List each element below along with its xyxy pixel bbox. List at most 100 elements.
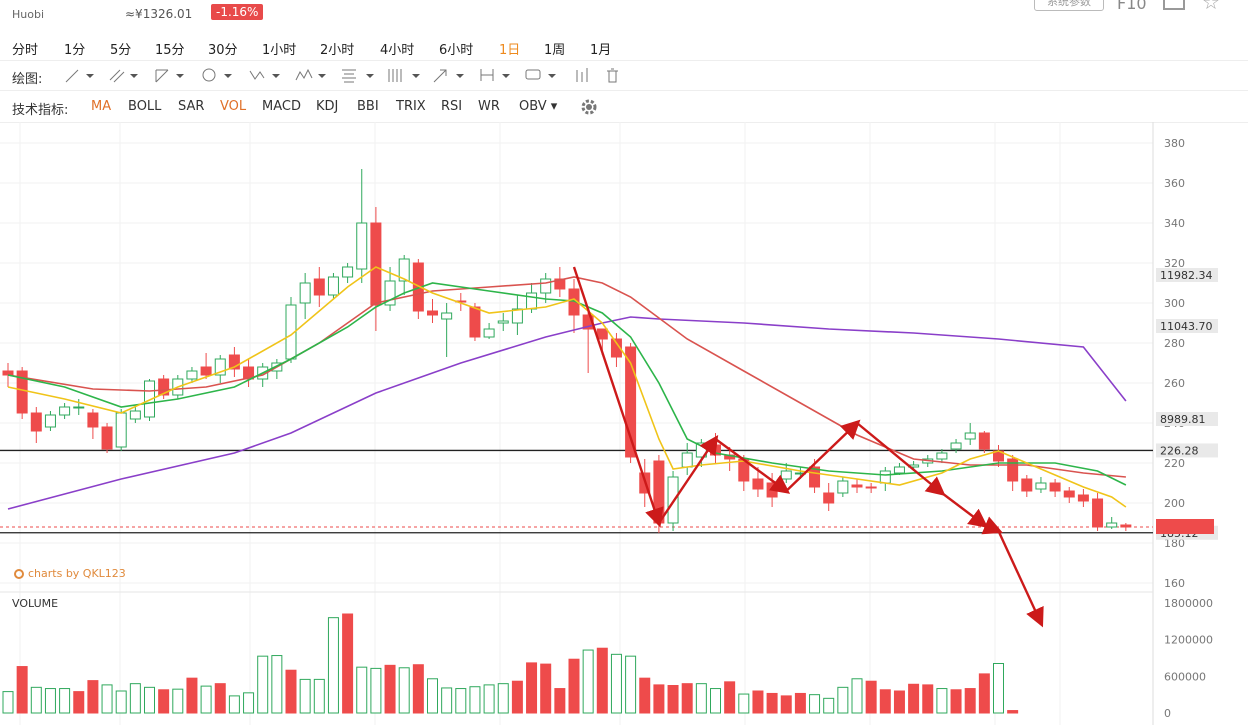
star-icon[interactable]: ☆ xyxy=(1202,0,1220,14)
annotation-arrow xyxy=(856,422,946,497)
annotation-arrow xyxy=(785,419,861,492)
indicator-tab[interactable]: MA xyxy=(91,99,112,114)
period-tab[interactable]: 30分 xyxy=(208,43,238,58)
volume-bar xyxy=(667,685,679,714)
y-tick-label: 300 xyxy=(1164,297,1185,310)
ma20-line xyxy=(7,276,1126,478)
pattern-tool-icon[interactable] xyxy=(294,66,328,84)
volume-bar xyxy=(73,691,85,714)
line-tool-icon[interactable] xyxy=(64,66,96,84)
gann-tool-icon[interactable] xyxy=(386,66,422,84)
y-tick-label: 280 xyxy=(1164,337,1185,350)
candle-body xyxy=(879,470,891,484)
volume-bar xyxy=(738,693,750,714)
volume-bar xyxy=(186,677,198,714)
price-tag-bg xyxy=(1156,319,1218,333)
period-tab[interactable]: 2小时 xyxy=(320,43,355,58)
fullscreen-icon[interactable] xyxy=(1163,0,1185,10)
candle-body xyxy=(342,266,354,278)
volume-bar xyxy=(511,680,523,714)
period-tab[interactable]: 6小时 xyxy=(439,43,474,58)
volume-bar xyxy=(950,689,962,714)
settings-button[interactable]: 系统参数 xyxy=(1034,0,1104,11)
period-tab[interactable]: 1分 xyxy=(64,43,86,58)
parallel-tool-icon[interactable] xyxy=(108,66,140,84)
candle-body xyxy=(16,370,28,414)
indicator-tab[interactable]: BBI xyxy=(357,99,379,114)
indicator-bar: 技术指标: MA BOLL SAR VOL MACD KDJ BBI TRIX RSI WR OBV… xyxy=(0,92,1248,123)
indicator-tab[interactable]: MACD xyxy=(262,99,301,114)
annotation-arrow xyxy=(657,435,719,524)
volume-bar xyxy=(695,683,707,714)
volume-bar xyxy=(427,678,438,714)
candle-body xyxy=(610,338,622,358)
candle-body xyxy=(1063,490,1075,498)
indicator-tab[interactable]: BOLL xyxy=(128,99,162,114)
channel-tool-icon[interactable] xyxy=(154,66,186,84)
price-tag-bg xyxy=(1156,443,1218,458)
candle-body xyxy=(752,478,764,490)
trash-icon[interactable] xyxy=(604,66,622,84)
circle-tool-icon[interactable] xyxy=(200,66,234,84)
volume-tick-label: 600000 xyxy=(1164,670,1206,683)
comment-tool-icon[interactable] xyxy=(524,66,560,84)
volume-bar xyxy=(582,649,594,714)
volume-bar xyxy=(327,617,339,714)
indicator-tab[interactable]: VOL xyxy=(220,99,247,114)
candle-body xyxy=(681,452,693,468)
gear-icon[interactable] xyxy=(580,98,598,116)
candle-body xyxy=(483,328,495,338)
candle-body xyxy=(158,378,170,396)
indicator-tab[interactable]: RSI xyxy=(441,99,463,114)
volume-bar xyxy=(893,690,905,714)
bars-tool-icon[interactable] xyxy=(574,66,592,84)
indicator-tab[interactable]: OBV ▾ xyxy=(519,99,558,114)
y-tick-label: 160 xyxy=(1164,577,1185,590)
candle-body xyxy=(540,278,552,294)
volume-bar xyxy=(441,687,453,714)
candle-body xyxy=(766,482,778,498)
volume-tick-label: 1800000 xyxy=(1164,597,1213,610)
volume-bar xyxy=(639,677,651,714)
period-tab[interactable]: 15分 xyxy=(155,43,185,58)
price-chart[interactable]: 3803603403203002802602402202001801601800… xyxy=(0,122,1248,725)
period-tab[interactable]: 1月 xyxy=(590,43,612,58)
indicator-tab[interactable]: SAR xyxy=(178,99,205,114)
candle-body xyxy=(865,486,877,489)
range-tool-icon[interactable] xyxy=(478,66,514,84)
indicator-tab[interactable]: KDJ xyxy=(316,99,339,114)
volume-bar xyxy=(129,683,141,714)
indicator-tab[interactable]: TRIX xyxy=(396,99,426,114)
period-tab[interactable]: 1周 xyxy=(544,43,566,58)
candle-body xyxy=(327,276,339,296)
volume-bar xyxy=(370,667,382,714)
volume-bar xyxy=(16,666,28,714)
zigzag-tool-icon[interactable] xyxy=(248,66,282,84)
volume-bar xyxy=(724,681,736,714)
volume-bar xyxy=(752,690,764,714)
volume-bar xyxy=(540,663,552,714)
period-tab[interactable]: 5分 xyxy=(110,43,132,58)
price-tag-bg xyxy=(1156,412,1218,426)
volume-bar xyxy=(1007,710,1019,714)
volume-bar xyxy=(115,690,127,714)
volume-bar xyxy=(653,684,665,714)
arrow-tool-icon[interactable] xyxy=(432,66,468,84)
fibonacci-tool-icon[interactable] xyxy=(340,66,376,84)
period-tab[interactable]: 4小时 xyxy=(380,43,415,58)
indicator-tab[interactable]: WR xyxy=(478,99,500,114)
volume-bar xyxy=(342,613,354,714)
cny-price: ≈¥1326.01 xyxy=(125,7,193,21)
period-tab[interactable]: 分时 xyxy=(12,43,39,58)
volume-bar xyxy=(455,688,467,714)
period-tab[interactable]: 1小时 xyxy=(262,43,297,58)
volume-bar xyxy=(214,683,226,714)
candle-body xyxy=(837,480,849,494)
f10-button[interactable]: F10 xyxy=(1117,0,1147,13)
ma60-line xyxy=(7,316,1127,510)
candle-body xyxy=(978,432,990,450)
period-tab[interactable]: 1日 xyxy=(499,43,521,58)
y-tick-label: 180 xyxy=(1164,537,1185,550)
volume-bar xyxy=(794,692,806,714)
volume-bar xyxy=(101,684,113,714)
